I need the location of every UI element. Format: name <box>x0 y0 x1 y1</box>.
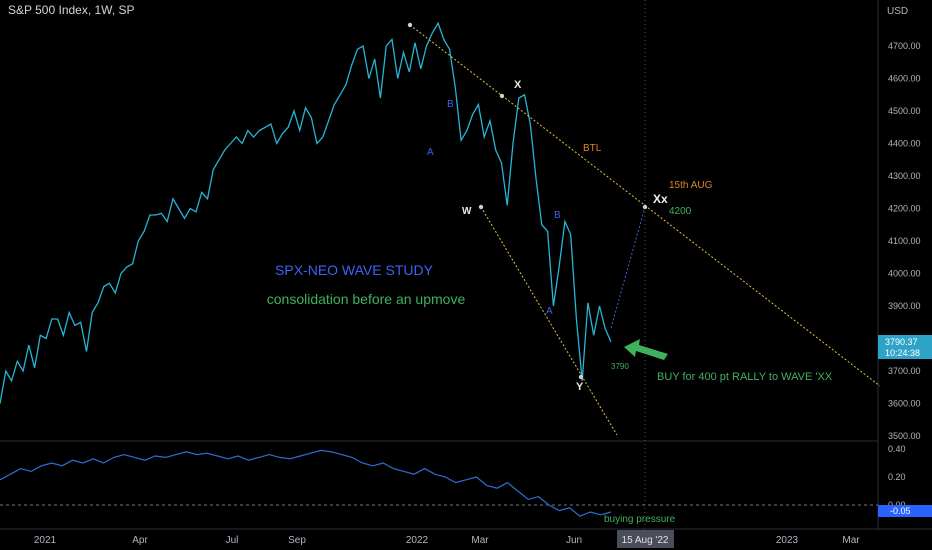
y-tick-label: 3900.00 <box>888 301 921 311</box>
y-tick-label: 4600.00 <box>888 74 921 84</box>
wave-label-b1: B <box>447 99 454 110</box>
wave-label-b2: B <box>554 210 561 221</box>
x-tick-label: Mar <box>471 535 489 546</box>
low-price-label: 3790 <box>611 362 629 371</box>
symbol-title[interactable]: S&P 500 Index, 1W, SP <box>8 3 135 17</box>
price-tag-countdown: 10:24:38 <box>885 348 920 358</box>
price-tag-bg <box>878 335 932 359</box>
price-line <box>0 21 612 404</box>
btl-label: BTL <box>583 143 602 154</box>
y-tick-label: 4200.00 <box>888 204 921 214</box>
y-tick-label: 4400.00 <box>888 139 921 149</box>
wave-label-w: W <box>462 206 472 217</box>
x-tick-label: 2023 <box>776 535 799 546</box>
price-tag-value: 3790.37 <box>885 337 918 347</box>
y-tick-label: 4100.00 <box>888 236 921 246</box>
indicator-panel <box>0 449 878 517</box>
buy-arrow <box>624 339 668 360</box>
indicator-line <box>0 449 612 517</box>
indicator-tick-label: 0.40 <box>888 444 906 454</box>
currency-label: USD <box>887 6 909 17</box>
indicator-note: buying pressure <box>604 514 676 525</box>
x-tick-label: Apr <box>132 535 148 546</box>
x-tick-label: Mar <box>842 535 860 546</box>
x-tick-label: Sep <box>288 535 306 546</box>
wave-label-a2: A <box>546 306 553 317</box>
pivot-dot-4 <box>642 204 648 210</box>
study-title: SPX-NEO WAVE STUDY <box>275 262 434 278</box>
wave-label-y: Y <box>576 381 584 393</box>
pivot-dot-1 <box>499 93 505 99</box>
indicator-tag-value: -0.05 <box>890 506 911 516</box>
axes: 4700.00 4600.00 4500.00 4400.00 4300.00 4200.… <box>34 41 932 548</box>
y-tick-label: 3600.00 <box>888 399 921 409</box>
indicator-tag-bg <box>878 505 932 517</box>
indicator-tick-label: 0.20 <box>888 472 906 482</box>
drawings <box>407 22 881 436</box>
buy-note: BUY for 400 pt RALLY to WAVE 'XX <box>657 371 833 383</box>
target-wave-label: Xx <box>653 192 668 206</box>
y-tick-label: 3700.00 <box>888 366 921 376</box>
pivot-dot-3 <box>578 374 584 380</box>
y-tick-label: 4500.00 <box>888 106 921 116</box>
pivot-dot-2 <box>478 204 484 210</box>
lower-channel-line <box>480 206 618 436</box>
wave-label-x: X <box>514 79 522 91</box>
y-tick-label: 4300.00 <box>888 171 921 181</box>
x-tick-label: Jul <box>226 535 239 546</box>
target-date-label: 15th AUG <box>669 180 713 191</box>
pivot-dot-0 <box>407 22 413 28</box>
crosshair-date-bg <box>617 530 674 548</box>
target-price-label: 4200 <box>669 206 692 217</box>
y-tick-label: 4700.00 <box>888 41 921 51</box>
crosshair-date: 15 Aug '22 <box>622 535 669 546</box>
x-tick-label: 2022 <box>406 535 429 546</box>
y-tick-label: 4000.00 <box>888 269 921 279</box>
y-tick-label: 3500.00 <box>888 431 921 441</box>
projection-line <box>610 206 646 329</box>
price-series <box>0 21 612 404</box>
study-subtitle: consolidation before an upmove <box>267 291 466 307</box>
wave-label-a1: A <box>427 147 434 158</box>
x-tick-label: 2021 <box>34 535 57 546</box>
x-tick-label: Jun <box>566 535 582 546</box>
